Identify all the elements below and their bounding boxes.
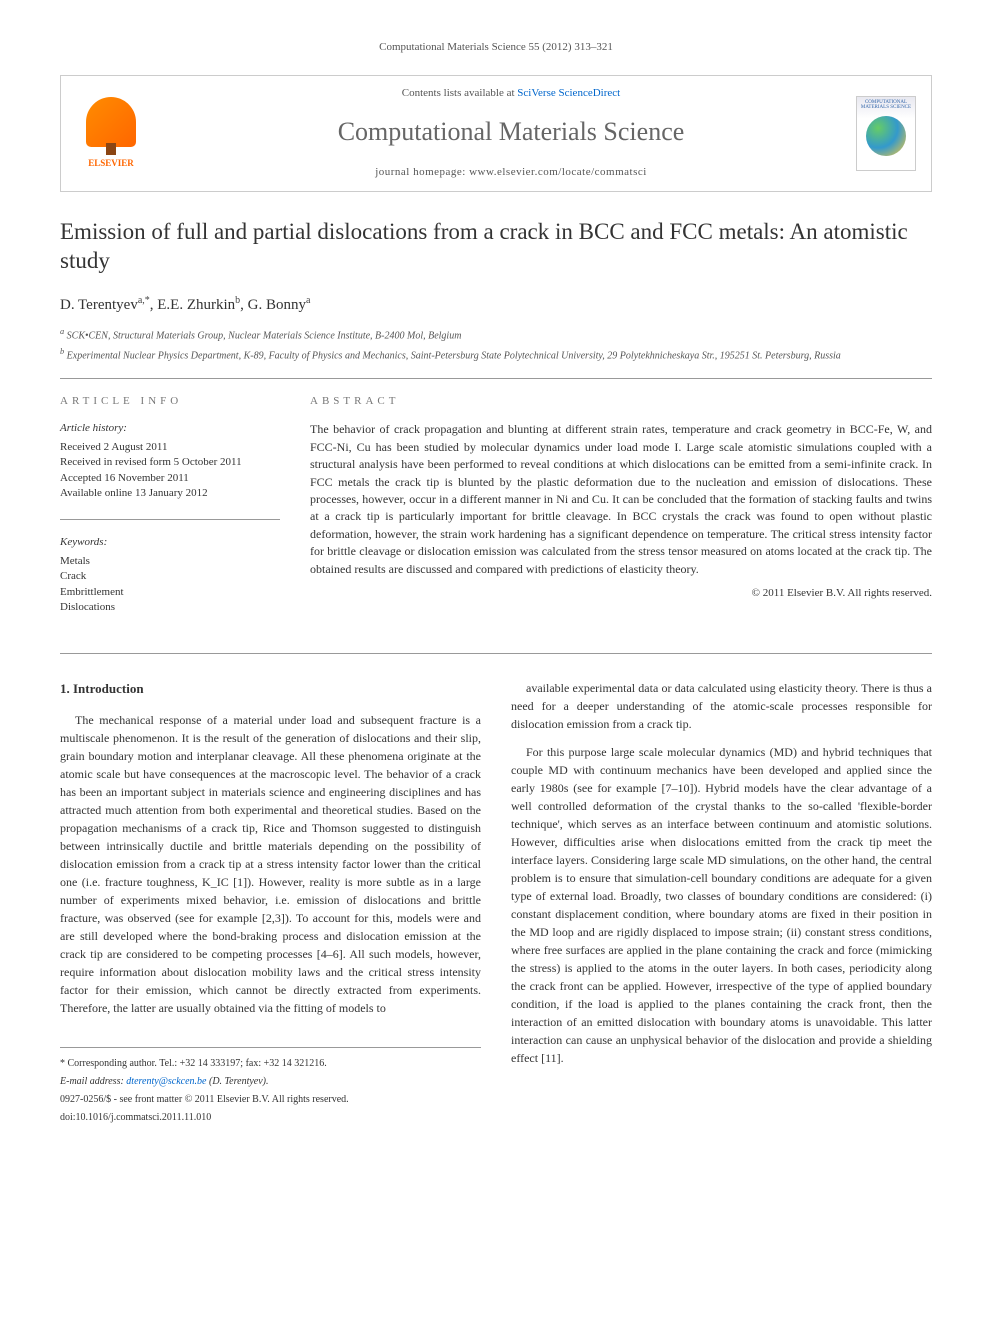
copyright-line: © 2011 Elsevier B.V. All rights reserved… bbox=[310, 586, 932, 601]
journal-title: Computational Materials Science bbox=[166, 114, 856, 150]
section-1-heading: 1. Introduction bbox=[60, 679, 481, 699]
email-suffix: (D. Terentyev). bbox=[206, 1076, 268, 1087]
article-title: Emission of full and partial dislocation… bbox=[60, 217, 932, 277]
journal-cover: COMPUTATIONAL MATERIALS SCIENCE bbox=[856, 96, 916, 171]
issn-line: 0927-0256/$ - see front matter © 2011 El… bbox=[60, 1092, 481, 1107]
info-divider bbox=[60, 519, 280, 520]
homepage-label: journal homepage: bbox=[375, 166, 469, 178]
cover-label: COMPUTATIONAL MATERIALS SCIENCE bbox=[860, 100, 912, 111]
sciencedirect-link[interactable]: SciVerse ScienceDirect bbox=[517, 87, 620, 99]
journal-homepage: journal homepage: www.elsevier.com/locat… bbox=[166, 165, 856, 180]
affiliation-b: b Experimental Nuclear Physics Departmen… bbox=[60, 346, 932, 363]
email-label: E-mail address: bbox=[60, 1076, 126, 1087]
corresponding-author: * Corresponding author. Tel.: +32 14 333… bbox=[60, 1056, 481, 1071]
info-heading: ARTICLE INFO bbox=[60, 394, 280, 409]
divider bbox=[60, 653, 932, 654]
author-1: D. Terentyev bbox=[60, 297, 138, 313]
keyword: Dislocations bbox=[60, 600, 280, 615]
history-block: Article history: Received 2 August 2011 … bbox=[60, 421, 280, 501]
keyword: Embrittlement bbox=[60, 585, 280, 600]
history-line: Received in revised form 5 October 2011 bbox=[60, 455, 280, 470]
header-citation: Computational Materials Science 55 (2012… bbox=[60, 40, 932, 55]
publisher-name: ELSEVIER bbox=[88, 157, 134, 170]
article-info: ARTICLE INFO Article history: Received 2… bbox=[60, 394, 280, 633]
author-2-affil: b bbox=[235, 295, 240, 306]
elsevier-tree-icon bbox=[86, 97, 136, 147]
cover-graphic-icon bbox=[866, 116, 906, 156]
email-line: E-mail address: dterenty@sckcen.be (D. T… bbox=[60, 1074, 481, 1089]
intro-para-1: The mechanical response of a material un… bbox=[60, 711, 481, 1017]
keywords-label: Keywords: bbox=[60, 535, 280, 550]
contents-prefix: Contents lists available at bbox=[402, 87, 517, 99]
intro-para-3: For this purpose large scale molecular d… bbox=[511, 743, 932, 1067]
body-columns: 1. Introduction The mechanical response … bbox=[60, 679, 932, 1125]
abstract-text: The behavior of crack propagation and bl… bbox=[310, 421, 932, 578]
contents-available: Contents lists available at SciVerse Sci… bbox=[166, 86, 856, 101]
email-link[interactable]: dterenty@sckcen.be bbox=[126, 1076, 206, 1087]
body-col-left: 1. Introduction The mechanical response … bbox=[60, 679, 481, 1125]
doi-line: doi:10.1016/j.commatsci.2011.11.010 bbox=[60, 1110, 481, 1125]
keyword: Metals bbox=[60, 554, 280, 569]
publisher-logo: ELSEVIER bbox=[76, 96, 146, 171]
affiliation-a: a SCK•CEN, Structural Materials Group, N… bbox=[60, 326, 932, 343]
history-line: Accepted 16 November 2011 bbox=[60, 471, 280, 486]
history-line: Received 2 August 2011 bbox=[60, 440, 280, 455]
affiliations: a SCK•CEN, Structural Materials Group, N… bbox=[60, 326, 932, 363]
keywords-block: Keywords: Metals Crack Embrittlement Dis… bbox=[60, 535, 280, 615]
banner-center: Contents lists available at SciVerse Sci… bbox=[166, 86, 856, 180]
body-col-right: available experimental data or data calc… bbox=[511, 679, 932, 1125]
divider bbox=[60, 378, 932, 379]
author-2: E.E. Zhurkin bbox=[157, 297, 235, 313]
info-abstract-row: ARTICLE INFO Article history: Received 2… bbox=[60, 394, 932, 633]
authors-line: D. Terentyeva,*, E.E. Zhurkinb, G. Bonny… bbox=[60, 294, 932, 316]
abstract-column: ABSTRACT The behavior of crack propagati… bbox=[310, 394, 932, 633]
footer-block: * Corresponding author. Tel.: +32 14 333… bbox=[60, 1047, 481, 1125]
history-line: Available online 13 January 2012 bbox=[60, 486, 280, 501]
author-3-affil: a bbox=[306, 295, 310, 306]
history-label: Article history: bbox=[60, 421, 280, 436]
intro-para-2: available experimental data or data calc… bbox=[511, 679, 932, 733]
author-1-affil: a,* bbox=[138, 295, 150, 306]
journal-banner: ELSEVIER Contents lists available at Sci… bbox=[60, 75, 932, 191]
author-3: G. Bonny bbox=[248, 297, 306, 313]
abstract-heading: ABSTRACT bbox=[310, 394, 932, 409]
homepage-url[interactable]: www.elsevier.com/locate/commatsci bbox=[469, 166, 647, 178]
keyword: Crack bbox=[60, 569, 280, 584]
